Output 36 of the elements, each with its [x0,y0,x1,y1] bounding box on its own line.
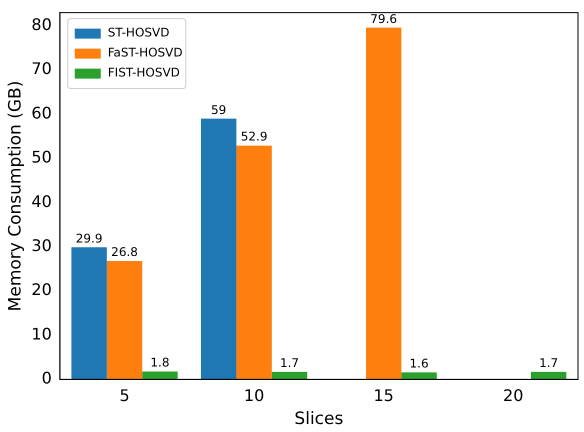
legend-label: ST-HOSVD [108,26,170,40]
data-label: 26.8 [111,245,138,260]
legend-label: FaST-HOSVD [108,46,183,60]
x-tick-label: 20 [503,386,524,406]
x-tick-label: 5 [119,386,130,406]
x-tick-label: 15 [373,386,394,406]
bar [236,146,272,380]
y-tick-label: 80 [31,15,52,34]
y-tick-label: 70 [31,59,52,78]
y-tick-label: 40 [31,192,52,211]
y-tick-label: 60 [31,103,52,122]
bar [272,372,308,380]
data-label: 1.7 [280,356,300,370]
legend-label: FIST-HOSVD [108,66,180,80]
bar [71,247,107,380]
data-label: 52.9 [240,130,268,144]
bar [200,118,236,380]
bar [401,372,437,380]
bar [530,372,566,380]
bar [142,371,178,380]
y-tick-label: 50 [31,148,52,167]
data-label: 59 [211,102,226,117]
bar [106,260,142,380]
bar [366,28,402,380]
y-tick-label: 10 [31,324,52,344]
y-tick-label: 30 [31,236,52,255]
y-axis-title: Memory Consumption (GB) [6,80,26,312]
x-tick-label: 10 [244,386,264,406]
y-tick-label: 20 [31,280,52,300]
y-tick-label: 0 [42,368,52,388]
data-label: 1.8 [150,356,170,370]
x-axis-title: Slices [294,409,344,430]
data-label: 1.6 [410,356,429,370]
data-label: 1.7 [539,356,558,370]
data-label: 79.6 [370,12,398,26]
data-label: 29.9 [76,231,102,246]
